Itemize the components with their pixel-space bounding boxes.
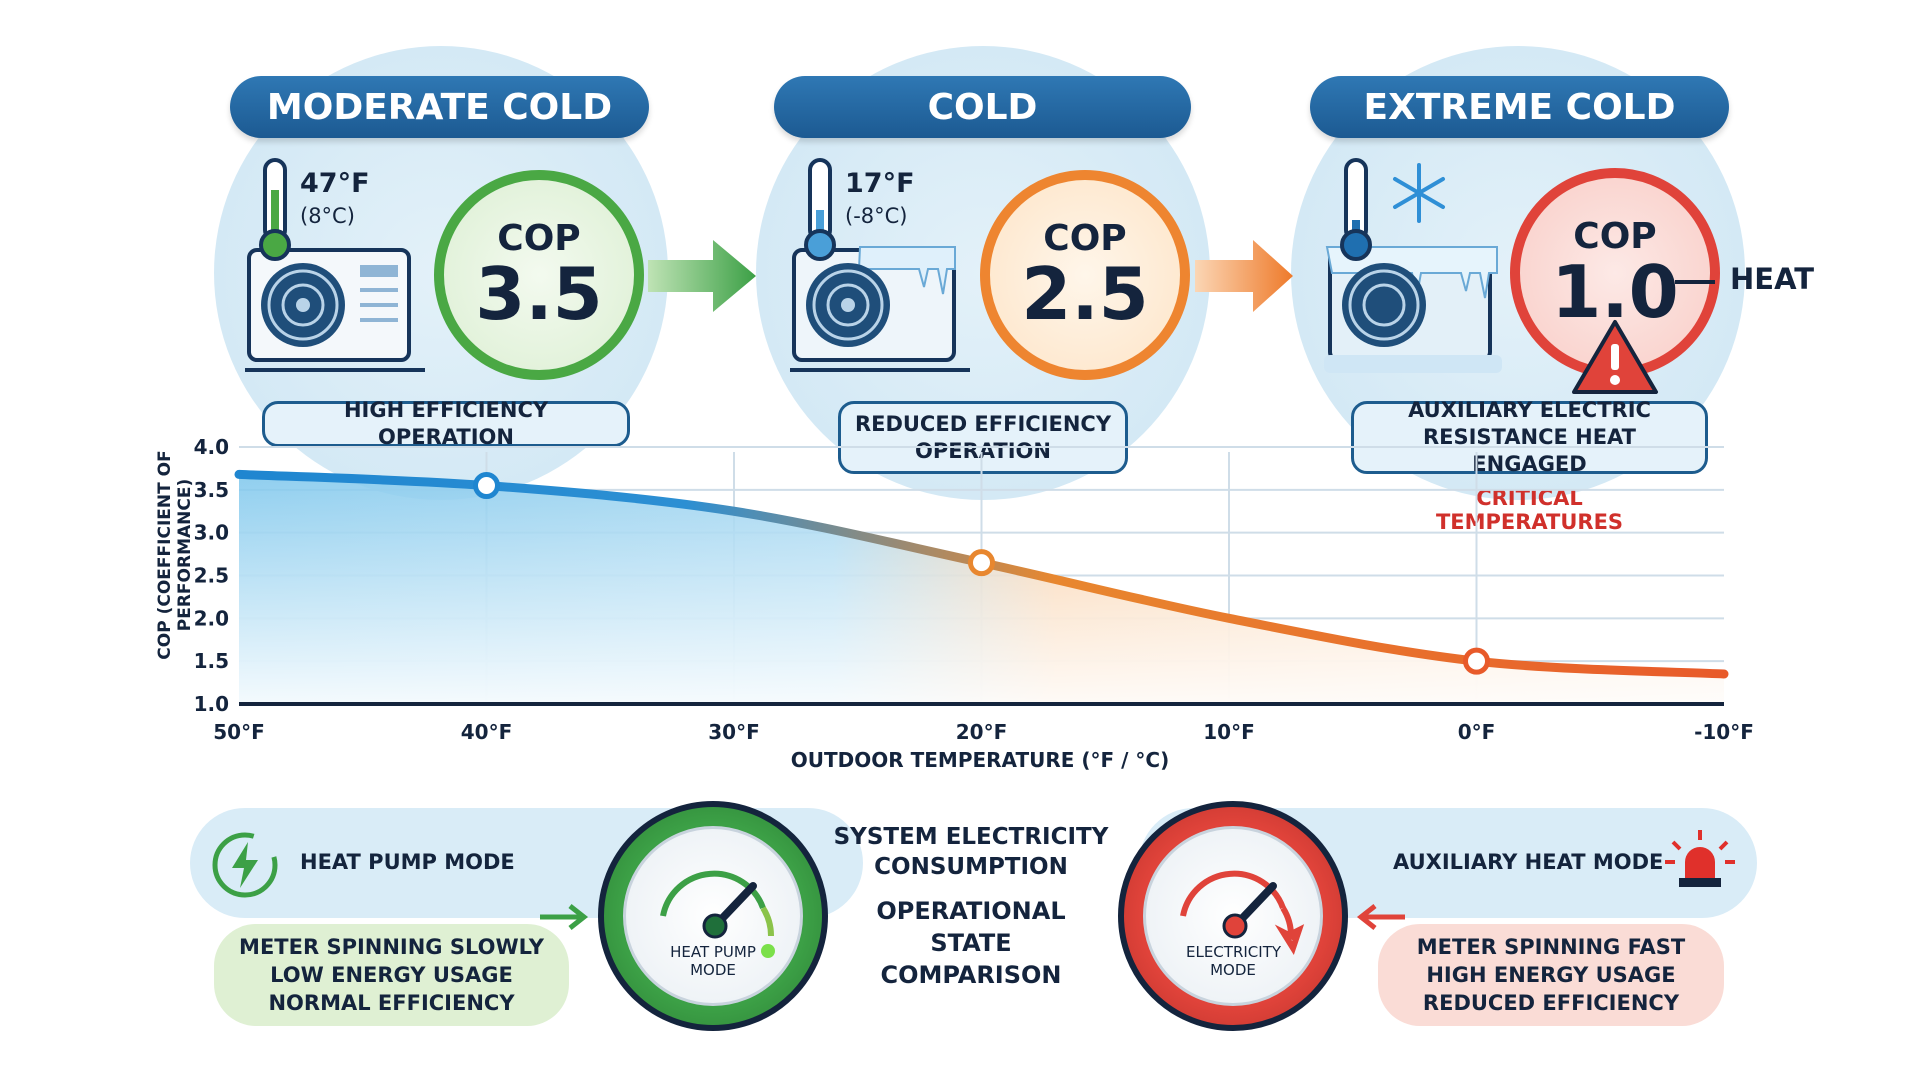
y-tick-label: 1.5 bbox=[194, 649, 229, 673]
temp-f: 47°F bbox=[300, 168, 370, 199]
y-axis-label-text: COP (COEFFICIENT OF PERFORMANCE) bbox=[155, 450, 195, 660]
x-axis-label: OUTDOOR TEMPERATURE (°F / °C) bbox=[790, 748, 1170, 772]
y-tick-label: 1.0 bbox=[194, 692, 229, 716]
status-label-extreme: AUXILIARY ELECTRIC RESISTANCE HEAT ENGAG… bbox=[1351, 398, 1708, 476]
x-tick-label: 0°F bbox=[1458, 720, 1496, 744]
y-tick-label: 2.5 bbox=[194, 564, 229, 588]
temp-f: 17°F bbox=[845, 168, 915, 199]
center-subtitle: OPERATIONAL STATE COMPARISON bbox=[876, 897, 1066, 989]
x-tick-label: 10°F bbox=[1203, 720, 1255, 744]
cop-value: 1.0 bbox=[1551, 250, 1679, 334]
x-tick-label: 20°F bbox=[956, 720, 1008, 744]
data-point-marker bbox=[1463, 647, 1490, 675]
desc-line: NORMAL EFFICIENCY bbox=[268, 991, 515, 1015]
desc-line: HIGH ENERGY USAGE bbox=[1426, 963, 1676, 987]
aux-mode-label: AUXILIARY HEAT MODE bbox=[1393, 850, 1664, 874]
electricity-gauge: ELECTRICITY MODE bbox=[1118, 801, 1348, 1031]
y-tick-label: 4.0 bbox=[194, 435, 229, 459]
arrow-left-icon bbox=[1356, 904, 1405, 930]
heat-pump-desc: METER SPINNING SLOWLY LOW ENERGY USAGE NOR… bbox=[214, 924, 569, 1026]
cop-badge-extreme: COP 1.0 bbox=[1510, 168, 1720, 378]
gauge-label: ELECTRICITY MODE bbox=[1186, 943, 1282, 979]
stage-title-extreme: EXTREME COLD bbox=[1310, 76, 1729, 138]
gauge-label: HEAT PUMP MODE bbox=[670, 943, 756, 979]
outdoor-unit-frosted-icon bbox=[790, 158, 970, 372]
arrow-right-icon bbox=[1195, 240, 1293, 312]
x-tick-label: 50°F bbox=[213, 720, 265, 744]
y-axis-label: COP (COEFFICIENT OF PERFORMANCE) bbox=[155, 385, 195, 725]
alarm-light-icon bbox=[1665, 830, 1735, 887]
cop-badge-cold: COP 2.5 bbox=[980, 170, 1190, 380]
cop-label: COP bbox=[497, 218, 581, 259]
status-label-moderate: HIGH EFFICIENCY OPERATION bbox=[262, 398, 630, 449]
desc-line: LOW ENERGY USAGE bbox=[270, 963, 513, 987]
cop-value: 3.5 bbox=[475, 252, 603, 336]
center-title: SYSTEM ELECTRICITY CONSUMPTION bbox=[833, 824, 1109, 880]
status-label-cold: REDUCED EFFICIENCY OPERATION bbox=[838, 401, 1128, 474]
desc-line: METER SPINNING SLOWLY bbox=[239, 935, 544, 959]
desc-line: METER SPINNING FAST bbox=[1416, 935, 1686, 959]
temp-c: (-8°C) bbox=[845, 204, 908, 228]
data-point-marker bbox=[473, 472, 500, 500]
gauge-needle-icon bbox=[660, 870, 775, 958]
stage-title-cold: COLD bbox=[774, 76, 1191, 138]
arrow-right-icon bbox=[648, 240, 756, 312]
cop-label: COP bbox=[1573, 216, 1657, 257]
stage-temp-moderate: 47°F (8°C) bbox=[300, 168, 370, 232]
gauge-needle-icon bbox=[1180, 870, 1305, 955]
stage-title-moderate: MODERATE COLD bbox=[230, 76, 649, 138]
warning-icon bbox=[1572, 320, 1658, 394]
heat-connector bbox=[1675, 280, 1715, 284]
cop-value: 2.5 bbox=[1021, 252, 1149, 336]
cop-badge-moderate: COP 3.5 bbox=[434, 170, 644, 380]
cop-label: COP bbox=[1043, 218, 1127, 259]
lightning-icon bbox=[212, 832, 278, 898]
heat-pump-mode-label: HEAT PUMP MODE bbox=[300, 850, 515, 874]
x-tick-label: 40°F bbox=[461, 720, 513, 744]
heat-label: HEAT bbox=[1730, 262, 1815, 296]
outdoor-unit-icon bbox=[245, 158, 425, 372]
aux-desc: METER SPINNING FAST HIGH ENERGY USAGE REDU… bbox=[1378, 924, 1724, 1026]
temp-c: (8°C) bbox=[300, 204, 355, 228]
y-tick-label: 2.0 bbox=[194, 606, 229, 630]
y-tick-label: 3.5 bbox=[194, 478, 229, 502]
outdoor-unit-frozen-icon bbox=[1324, 158, 1502, 373]
heat-pump-gauge: HEAT PUMP MODE bbox=[598, 801, 828, 1031]
y-tick-label: 3.0 bbox=[194, 521, 229, 545]
stage-temp-cold: 17°F (-8°C) bbox=[845, 168, 915, 232]
snowflake-icon bbox=[1393, 163, 1445, 223]
data-point-marker bbox=[968, 549, 995, 577]
desc-line: REDUCED EFFICIENCY bbox=[1422, 991, 1680, 1015]
x-tick-label: 30°F bbox=[708, 720, 760, 744]
x-tick-label: -10°F bbox=[1694, 720, 1754, 744]
arrow-right-icon bbox=[540, 904, 589, 930]
